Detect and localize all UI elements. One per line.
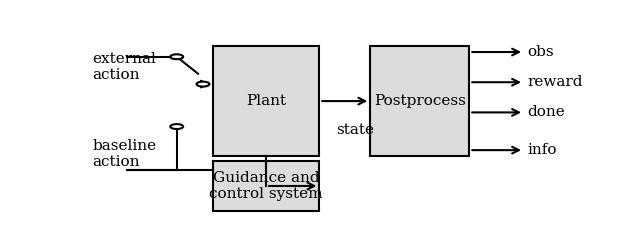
Text: obs: obs	[527, 45, 554, 59]
Text: state: state	[336, 123, 374, 137]
Text: done: done	[527, 105, 565, 119]
Bar	[212, 46, 319, 156]
Text: Plant: Plant	[246, 94, 286, 108]
Text: Guidance and
control system: Guidance and control system	[209, 171, 323, 201]
Circle shape	[170, 124, 183, 129]
Bar	[370, 46, 469, 156]
Text: info: info	[527, 143, 557, 157]
Circle shape	[196, 82, 209, 86]
Text: baseline
action: baseline action	[92, 139, 157, 169]
Text: external
action: external action	[92, 52, 156, 82]
Bar	[212, 161, 319, 210]
Text: reward: reward	[527, 75, 583, 89]
Text: Postprocess: Postprocess	[374, 94, 466, 108]
Circle shape	[170, 54, 183, 59]
